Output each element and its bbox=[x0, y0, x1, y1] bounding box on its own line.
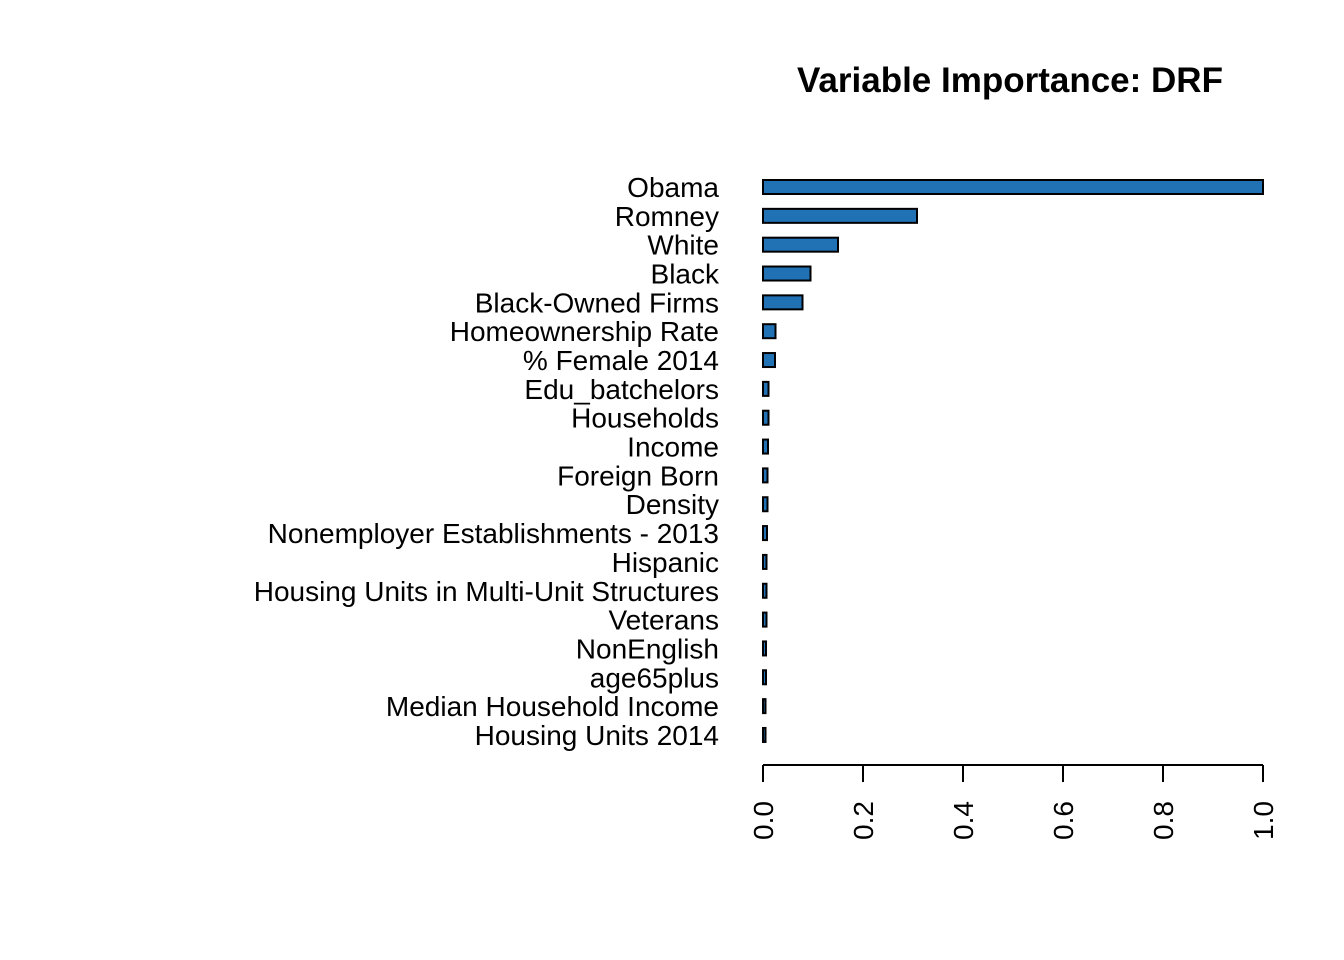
x-tick-label: 0.8 bbox=[1148, 801, 1179, 840]
bar bbox=[762, 236, 839, 253]
category-label: Density bbox=[626, 489, 719, 520]
bar bbox=[762, 380, 770, 397]
category-label: Nonemployer Establishments - 2013 bbox=[268, 518, 719, 549]
category-label: White bbox=[647, 230, 719, 261]
x-tick-label: 1.0 bbox=[1248, 801, 1279, 840]
category-label: Housing Units in Multi-Unit Structures bbox=[254, 576, 719, 607]
category-label: Obama bbox=[627, 172, 719, 203]
bar bbox=[762, 323, 777, 340]
bar bbox=[762, 669, 767, 686]
x-tick-label: 0.2 bbox=[848, 801, 879, 840]
chart-title: Variable Importance: DRF bbox=[797, 61, 1223, 100]
bar bbox=[762, 525, 768, 542]
category-label: Households bbox=[571, 403, 719, 434]
category-label: Homeownership Rate bbox=[450, 316, 719, 347]
bar bbox=[762, 179, 1264, 195]
bar bbox=[762, 640, 767, 657]
bar bbox=[762, 698, 767, 715]
category-label: Veterans bbox=[608, 605, 719, 636]
category-label: Income bbox=[627, 432, 719, 463]
bar bbox=[762, 438, 769, 455]
bar bbox=[762, 726, 767, 743]
category-label: % Female 2014 bbox=[523, 345, 719, 376]
category-label: Foreign Born bbox=[557, 460, 719, 491]
bars-layer bbox=[762, 179, 1264, 743]
category-label: Housing Units 2014 bbox=[475, 720, 719, 751]
bar bbox=[762, 582, 768, 599]
category-label: NonEnglish bbox=[576, 633, 719, 664]
category-label: Black-Owned Firms bbox=[475, 287, 719, 318]
category-label: Edu_batchelors bbox=[524, 374, 719, 405]
x-tick-label: 0.0 bbox=[748, 801, 779, 840]
category-label: Median Household Income bbox=[386, 691, 719, 722]
x-tick-label: 0.4 bbox=[948, 801, 979, 840]
x-tick-label: 0.6 bbox=[1048, 801, 1079, 840]
category-label: Black bbox=[651, 259, 720, 290]
bar bbox=[762, 467, 769, 484]
category-label: age65plus bbox=[590, 662, 719, 693]
x-axis: 0.0 0.2 0.4 0.6 0.8 1.0 bbox=[748, 764, 1279, 840]
bar bbox=[762, 409, 770, 426]
bar bbox=[762, 294, 804, 311]
bar bbox=[762, 553, 768, 570]
bar bbox=[762, 611, 768, 628]
category-label: Romney bbox=[615, 201, 719, 232]
bar bbox=[762, 265, 812, 282]
bar bbox=[762, 352, 776, 369]
bar bbox=[762, 496, 769, 513]
bar bbox=[762, 207, 918, 224]
category-label: Hispanic bbox=[612, 547, 719, 578]
